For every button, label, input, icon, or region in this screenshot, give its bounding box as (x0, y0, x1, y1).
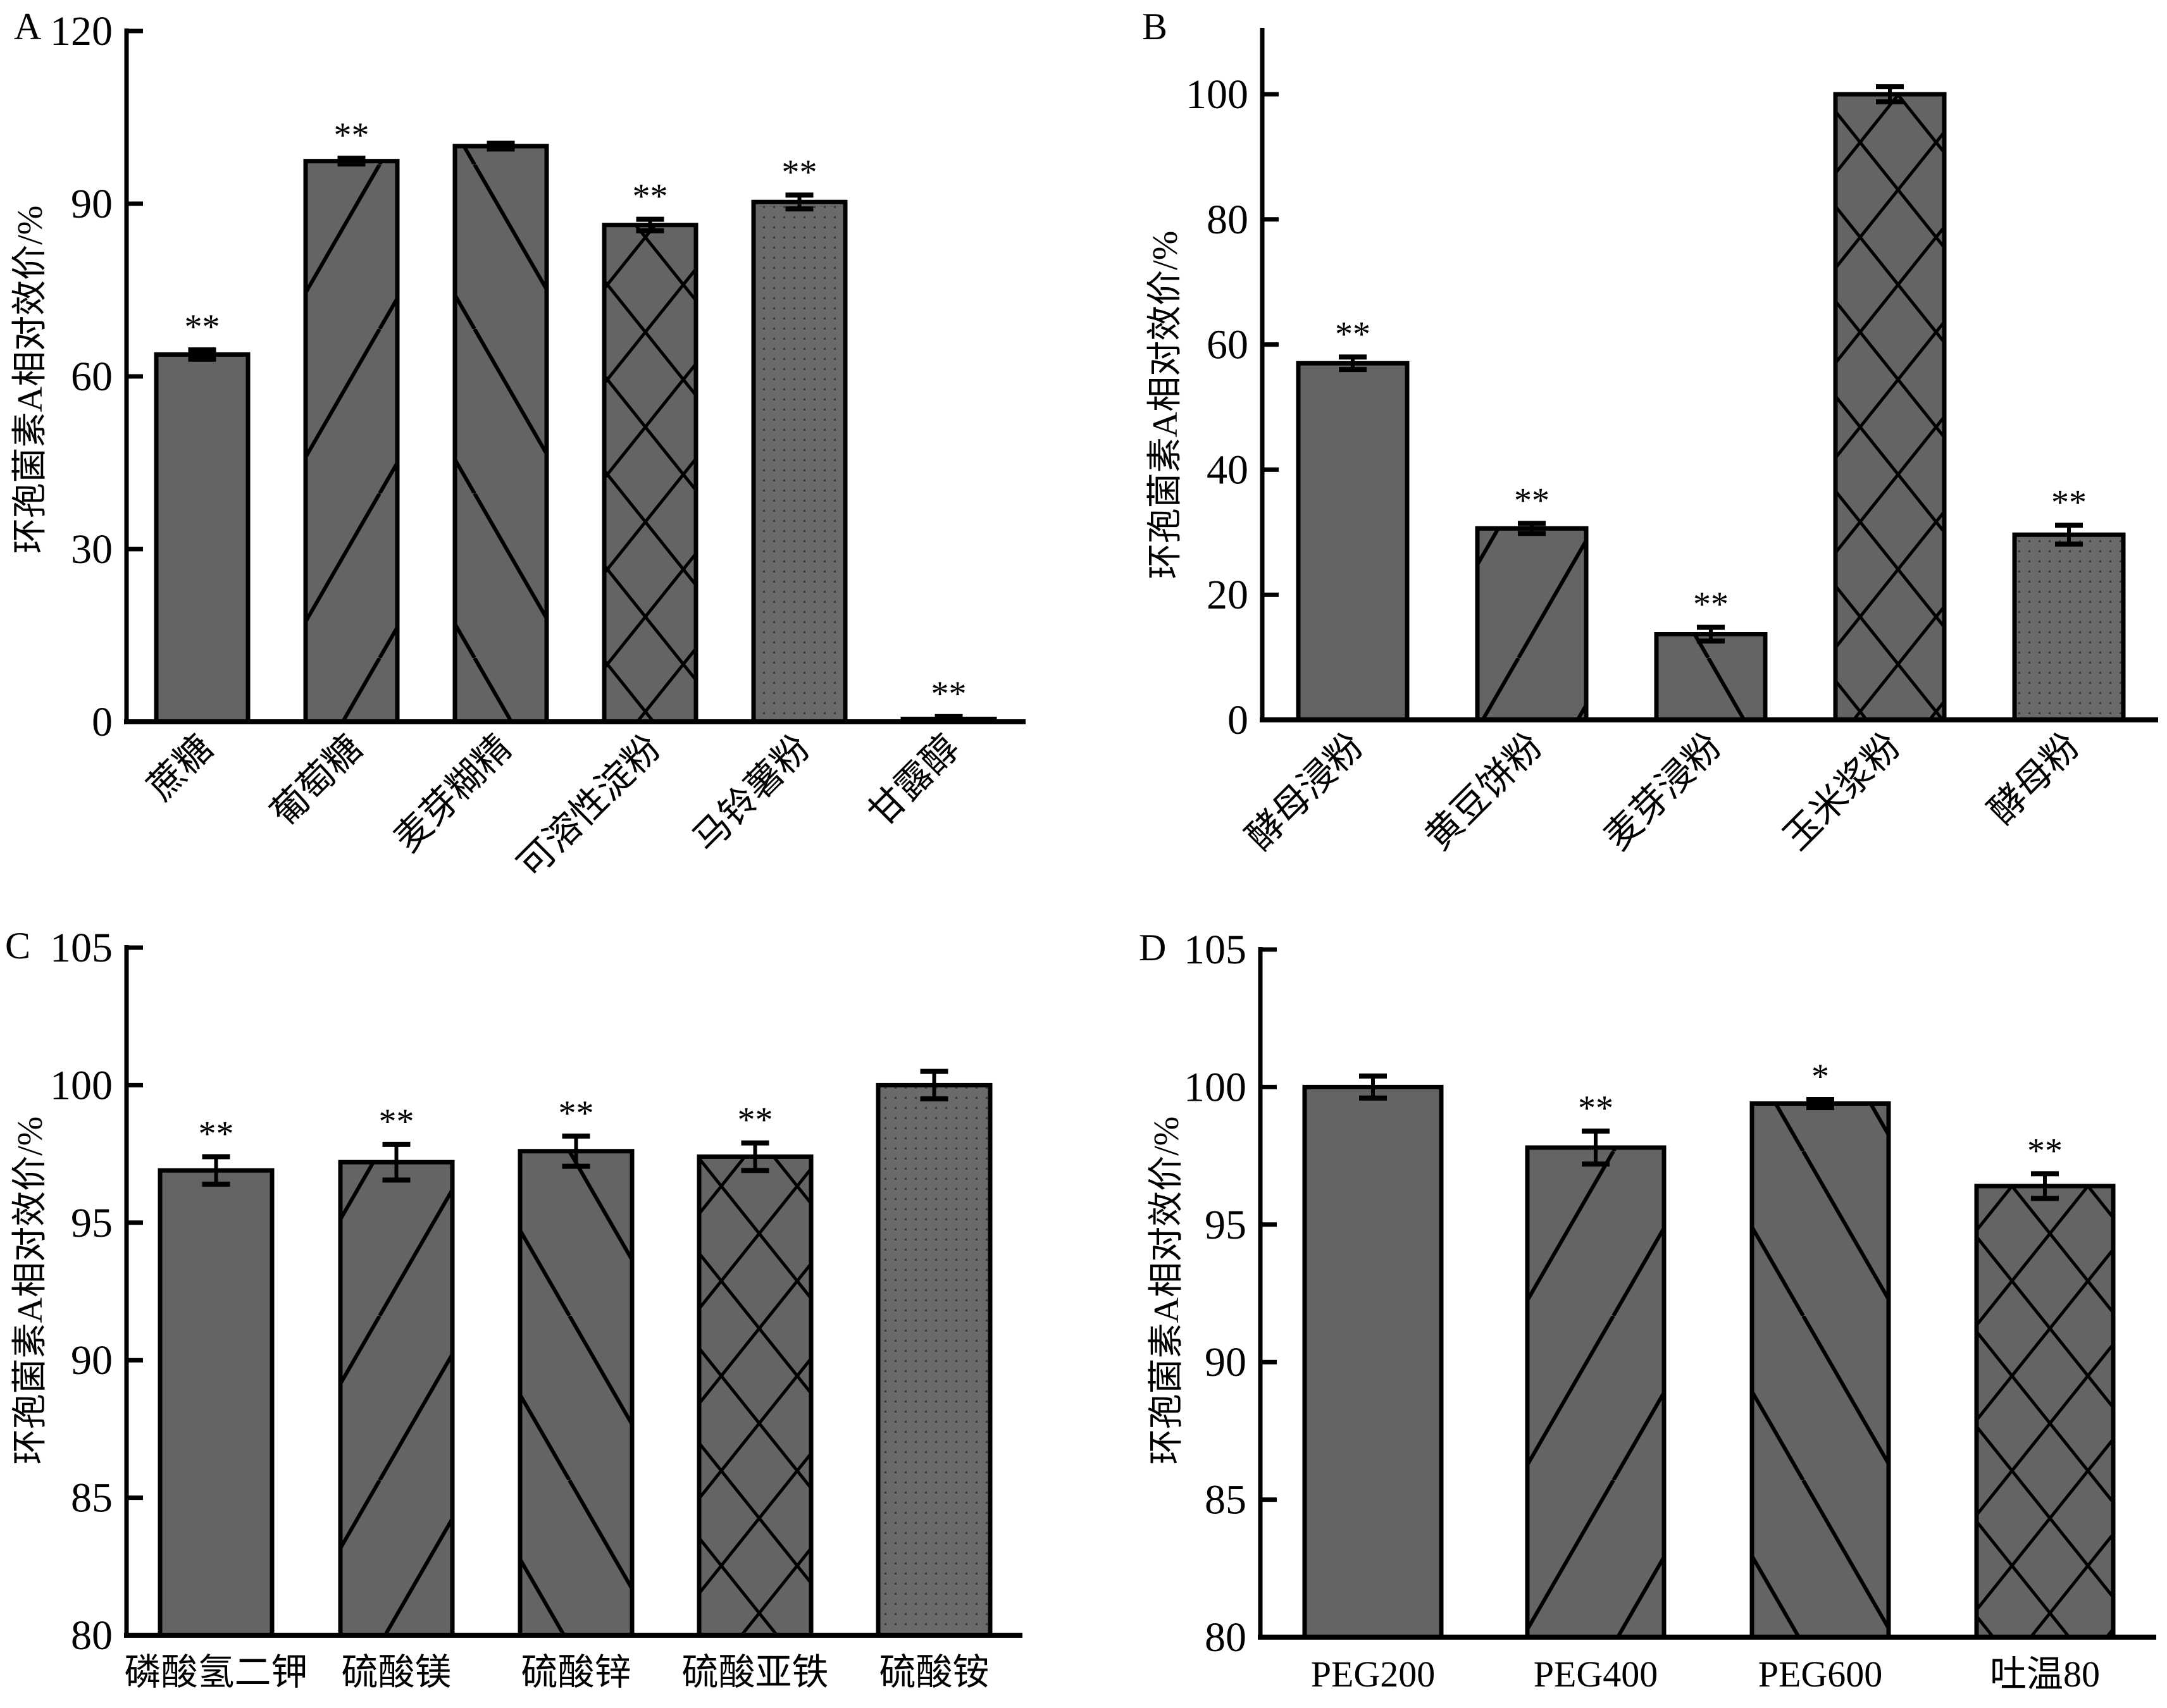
panel-letter: C (5, 925, 30, 967)
y-axis-label: 环孢菌素A相对效价/% (11, 206, 50, 554)
bar (1296, 361, 1410, 722)
bar (1974, 1184, 2116, 1640)
y-tick-label: 105 (1184, 927, 1246, 973)
x-tick-label: 可溶性淀粉 (510, 727, 669, 886)
x-tick-label: 吐温80 (1990, 1654, 2100, 1695)
bar (1654, 632, 1768, 722)
y-tick-label: 95 (71, 1200, 113, 1246)
x-tick-label: PEG600 (1758, 1654, 1883, 1695)
significance-label: ** (559, 1094, 594, 1133)
x-tick-label: 硫酸铵 (879, 1652, 989, 1693)
bar (2012, 532, 2126, 722)
significance-label: ** (185, 307, 220, 347)
y-tick-label: 100 (50, 1062, 113, 1108)
bar (518, 1149, 635, 1638)
x-tick-label: 硫酸锌 (521, 1652, 631, 1693)
x-tick-label: 磷酸氢二钾 (124, 1652, 307, 1693)
bar (1302, 1084, 1444, 1640)
y-tick-label: 100 (1184, 1064, 1246, 1110)
panel-letter: A (14, 6, 41, 47)
bar (751, 199, 848, 724)
y-tick-label: 85 (71, 1475, 113, 1521)
x-tick-label: 麦芽糊精 (387, 727, 519, 860)
y-tick-label: 20 (1207, 572, 1248, 618)
bar (1525, 1145, 1667, 1640)
significance-label: ** (334, 116, 369, 155)
x-tick-label: 葡萄糖 (263, 727, 370, 834)
significance-label: ** (199, 1114, 234, 1153)
bar (1475, 526, 1589, 722)
bar (158, 1168, 275, 1638)
y-tick-label: 85 (1205, 1477, 1246, 1523)
significance-label: ** (931, 674, 967, 714)
y-tick-label: 90 (71, 181, 113, 227)
y-axis-label: 环孢菌素A相对效价/% (11, 1117, 50, 1465)
y-tick-label: 80 (1207, 197, 1248, 243)
y-tick-label: 40 (1207, 447, 1248, 493)
significance-label: ** (1693, 585, 1729, 624)
significance-label: ** (1578, 1089, 1613, 1128)
x-tick-label: 酵母浸粉 (1238, 725, 1371, 858)
y-tick-label: 105 (50, 925, 113, 971)
y-tick-label: 80 (71, 1612, 113, 1659)
x-tick-label: 甘露醇 (860, 727, 967, 834)
bar (876, 1082, 993, 1638)
bar (452, 144, 549, 724)
bar (697, 1154, 814, 1638)
significance-label: ** (2027, 1131, 2063, 1170)
x-tick-label: 麦芽浸粉 (1596, 725, 1729, 858)
bar (154, 352, 251, 724)
bar (1749, 1101, 1891, 1640)
y-tick-label: 120 (50, 8, 113, 54)
x-tick-label: 马铃薯粉 (685, 727, 818, 860)
bar (303, 159, 400, 724)
panel-c: C 环孢菌素A相对效价/% ** 磷酸氢二钾 ** 硫酸镁 ** 硫酸锌 ** 硫酸亚铁 硫酸铵 80… (5, 925, 1022, 1693)
x-tick-label: PEG400 (1534, 1654, 1658, 1695)
y-tick-label: 0 (92, 699, 113, 745)
panel-b: B 环孢菌素A相对效价/% ** 酵母浸粉 ** 黄豆饼粉 ** 麦芽浸粉 玉米浆粉 ** 酵母粉 0… (1142, 6, 2158, 858)
panel-letter: D (1139, 927, 1166, 968)
x-tick-label: 黄豆饼粉 (1417, 725, 1550, 858)
y-tick-label: 60 (1207, 322, 1248, 368)
x-tick-label: 玉米浆粉 (1775, 725, 1908, 858)
panel-d: D 环孢菌素A相对效价/% PEG200 ** PEG400 * PEG600 ** 吐温80 8… (1139, 927, 2156, 1695)
x-tick-label: 硫酸镁 (341, 1652, 451, 1693)
y-tick-label: 30 (71, 526, 113, 572)
significance-label: ** (633, 177, 668, 216)
y-tick-label: 90 (1205, 1339, 1246, 1385)
significance-label: ** (2051, 483, 2087, 522)
y-axis-label: 环孢菌素A相对效价/% (1147, 1117, 1186, 1465)
y-tick-label: 100 (1186, 71, 1248, 118)
significance-label: * (1811, 1057, 1829, 1096)
bar (1833, 92, 1947, 722)
y-tick-label: 60 (71, 354, 113, 400)
significance-label: ** (782, 152, 817, 192)
y-axis-label: 环孢菌素A相对效价/% (1146, 231, 1185, 579)
y-tick-label: 95 (1205, 1202, 1246, 1248)
significance-label: ** (1335, 314, 1370, 354)
significance-label: ** (379, 1102, 414, 1141)
bar (602, 223, 699, 724)
y-tick-label: 0 (1227, 697, 1248, 743)
y-tick-label: 90 (71, 1337, 113, 1383)
significance-label: ** (1514, 481, 1549, 520)
x-tick-label: 蔗糖 (140, 727, 221, 808)
y-tick-label: 80 (1205, 1614, 1246, 1661)
panel-letter: B (1142, 6, 1167, 47)
significance-label: ** (738, 1101, 773, 1140)
x-tick-label: PEG200 (1311, 1654, 1436, 1695)
x-tick-label: 硫酸亚铁 (681, 1652, 828, 1693)
panel-a: A 环孢菌素A相对效价/% ** 蔗糖 ** 葡萄糖 麦芽糊精 ** 可溶性淀粉 ** 马铃薯粉 **… (11, 6, 1026, 886)
x-tick-label: 酵母粉 (1980, 725, 2087, 832)
bar (338, 1160, 455, 1638)
